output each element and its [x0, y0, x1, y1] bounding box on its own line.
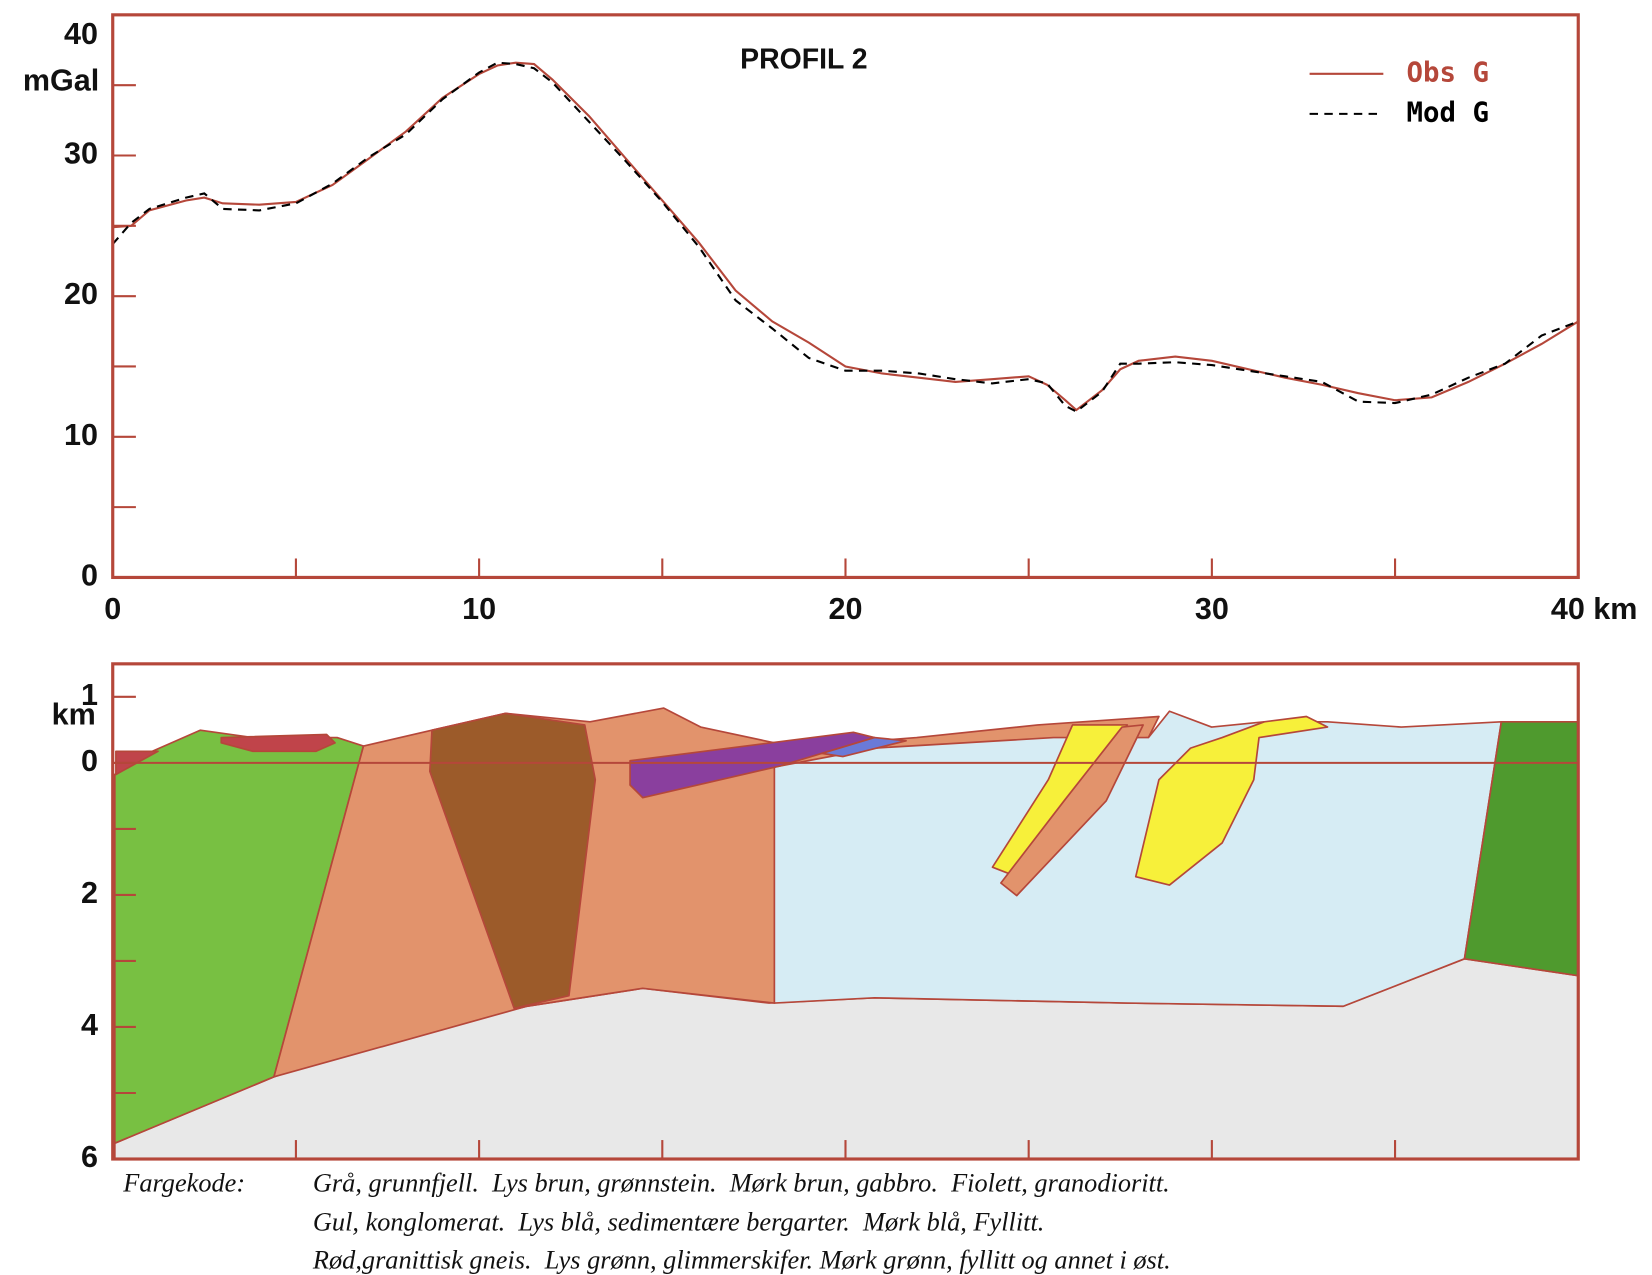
- greenstone-dike: [1000, 724, 1144, 897]
- caption-line: Grå, grunnfjell. Lys brun, grønnstein. M…: [313, 1168, 1170, 1197]
- y-tick-label: 0: [81, 744, 98, 778]
- mica-schist-light-green: [113, 729, 365, 1145]
- x-tick-label: 20: [828, 592, 862, 626]
- y-tick-label: 30: [64, 137, 98, 171]
- y-axis-label: mGal: [23, 63, 99, 97]
- y-axis-label: km: [52, 698, 96, 732]
- legend-label: Mod G: [1407, 97, 1489, 128]
- y-tick-label: 40: [64, 17, 98, 51]
- x-tick-label: 0: [104, 592, 121, 626]
- plot-frame: [111, 13, 1580, 580]
- gabbro-dark-brown: [429, 712, 597, 1010]
- x-tick-label: 30: [1195, 592, 1229, 626]
- phyllite-dark-blue: [820, 736, 907, 758]
- geologic-section: [113, 707, 1580, 1160]
- sediments-light-blue: [773, 710, 1503, 1008]
- y-tick-label: 20: [64, 277, 98, 311]
- y-tick-label: 6: [81, 1140, 98, 1174]
- x-tick-label: 10: [462, 592, 496, 626]
- y-tick-label: 2: [81, 876, 98, 910]
- y-tick-label: 1: [81, 678, 98, 712]
- y-tick-label: 0: [81, 559, 98, 593]
- y-tick-label: 4: [81, 1008, 98, 1042]
- granodiorite-violet: [629, 731, 876, 799]
- caption-line: Gul, konglomerat. Lys blå, sedimentære b…: [313, 1207, 1044, 1236]
- plot-frame: [111, 662, 1580, 1161]
- conglomerate-yellow: [1134, 715, 1329, 886]
- granite-gneiss-red: [220, 733, 336, 753]
- legend-label: Obs G: [1407, 57, 1489, 88]
- chart-title: PROFIL 2: [740, 44, 867, 76]
- caption-line: Rød,granittisk gneis. Lys grønn, glimmer…: [312, 1245, 1171, 1274]
- x-tick-label: 40 km: [1551, 592, 1638, 626]
- series-line: [111, 61, 1579, 413]
- y-tick-label: 10: [64, 418, 98, 452]
- caption-label: Fargekode:: [122, 1168, 245, 1197]
